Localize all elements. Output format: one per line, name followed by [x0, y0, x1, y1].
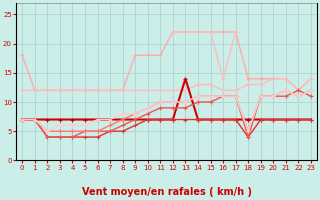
X-axis label: Vent moyen/en rafales ( km/h ): Vent moyen/en rafales ( km/h ) — [82, 187, 252, 197]
